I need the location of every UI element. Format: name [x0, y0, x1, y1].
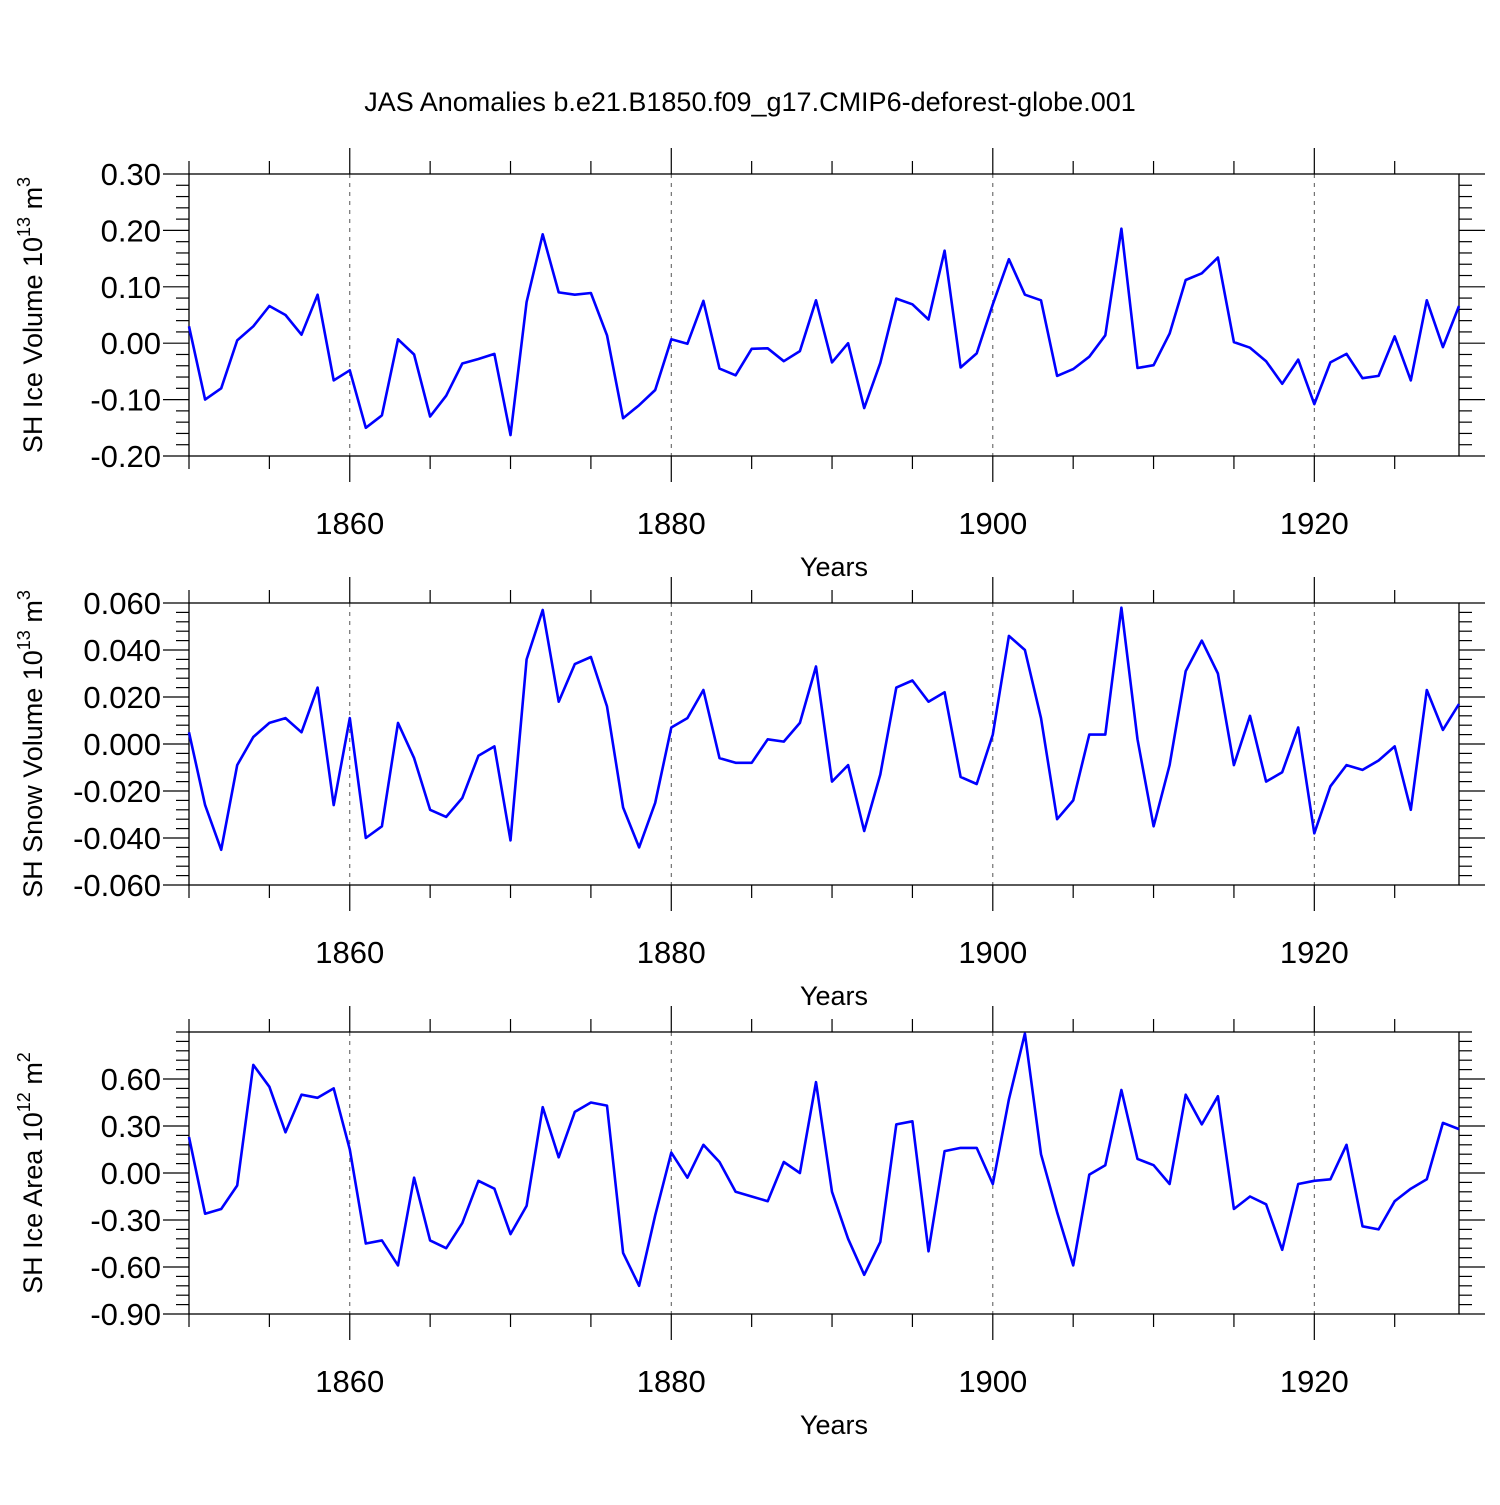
y-axis-label-text: SH Ice Volume 10 — [18, 237, 48, 453]
x-tick-label: 1860 — [315, 506, 384, 541]
y-axis-label-text: SH Snow Volume 10 — [18, 650, 48, 898]
x-tick-label: 1880 — [637, 506, 706, 541]
y-tick-label: -0.90 — [90, 1297, 161, 1332]
y-tick-label: 0.60 — [101, 1062, 161, 1097]
x-tick-label: 1920 — [1280, 935, 1349, 970]
series-line — [187, 227, 1461, 437]
plot-frame — [188, 602, 1460, 886]
y-tick-label: 0.30 — [101, 1109, 161, 1144]
x-tick-label: 1880 — [637, 935, 706, 970]
y-axis-label-superscript: 13 — [14, 217, 34, 237]
plot-frame — [188, 173, 1460, 457]
y-tick-label: 0.040 — [83, 633, 161, 668]
x-axis-label: Years — [800, 1410, 868, 1440]
x-tick-label: 1920 — [1280, 1364, 1349, 1399]
y-tick-label: -0.20 — [90, 439, 161, 474]
y-tick-label: 0.00 — [101, 1156, 161, 1191]
x-tick-label: 1880 — [637, 1364, 706, 1399]
y-tick-label: 0.30 — [101, 157, 161, 192]
chart-panel-1: -0.20 -0.10 0.00 0.10 0.20 0.30 1860 1880 1900 19… — [14, 148, 1485, 582]
y-axis-label-text: m — [18, 1062, 48, 1092]
y-tick-label: -0.30 — [90, 1203, 161, 1238]
chart-panel-3: -0.90 -0.60 -0.30 0.00 0.30 0.60 1860 1880 1900 1… — [14, 1006, 1485, 1440]
y-axis-label-superscript: 3 — [14, 590, 34, 600]
y-tick-label: -0.020 — [73, 774, 161, 809]
x-tick-label: 1860 — [315, 935, 384, 970]
y-axis-label-superscript: 12 — [14, 1092, 34, 1112]
plot-frame — [188, 1031, 1460, 1315]
chart-title: JAS Anomalies b.e21.B1850.f09_g17.CMIP6-… — [364, 87, 1136, 117]
y-tick-label: -0.060 — [73, 868, 161, 903]
x-tick-label: 1900 — [958, 1364, 1027, 1399]
y-tick-label: 0.10 — [101, 270, 161, 305]
y-axis-label-superscript: 2 — [14, 1052, 34, 1062]
y-axis-label-superscript: 3 — [14, 177, 34, 187]
x-tick-label: 1900 — [958, 506, 1027, 541]
y-axis-label: SH Ice Area 1012 m2 — [14, 1052, 48, 1294]
x-tick-label: 1860 — [315, 1364, 384, 1399]
y-tick-label: -0.040 — [73, 821, 161, 856]
y-tick-label: 0.20 — [101, 213, 161, 248]
y-tick-label: 0.020 — [83, 680, 161, 715]
x-axis-label: Years — [800, 981, 868, 1011]
y-axis-label-text: m — [18, 187, 48, 217]
x-tick-label: 1920 — [1280, 506, 1349, 541]
y-tick-label: 0.060 — [83, 586, 161, 621]
y-axis-label: SH Ice Volume 1013 m3 — [14, 177, 48, 453]
y-axis-label-text: SH Ice Area 10 — [18, 1112, 48, 1294]
y-axis-label-text: m — [18, 600, 48, 630]
y-tick-label: 0.00 — [101, 326, 161, 361]
y-tick-label: -0.10 — [90, 383, 161, 418]
x-tick-label: 1900 — [958, 935, 1027, 970]
series-line — [187, 606, 1461, 852]
y-axis-label: SH Snow Volume 1013 m3 — [14, 590, 48, 898]
y-axis-label-superscript: 13 — [14, 630, 34, 650]
series-line — [187, 1032, 1460, 1288]
y-tick-label: 0.000 — [83, 727, 161, 762]
chart-panel-2: -0.060 -0.040 -0.020 0.000 0.020 0.040 0.060 18… — [14, 577, 1485, 1011]
y-tick-label: -0.60 — [90, 1250, 161, 1285]
x-axis-label: Years — [800, 552, 868, 582]
